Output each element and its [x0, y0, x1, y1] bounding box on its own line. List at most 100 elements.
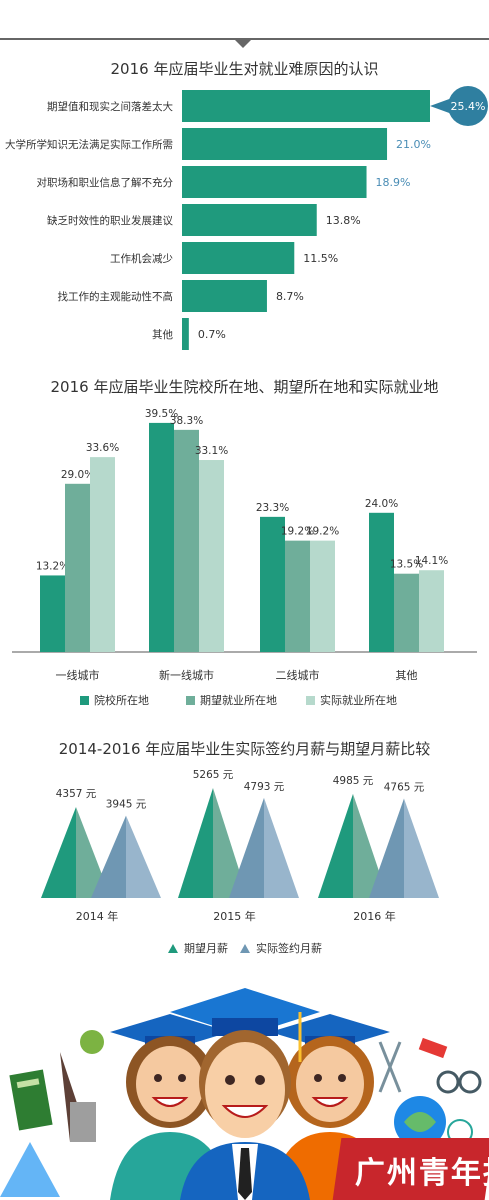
- legend-swatch: [80, 695, 89, 705]
- category-label: 工作机会减少: [110, 252, 173, 265]
- bar: [199, 460, 224, 652]
- legend-label: 期望就业所在地: [200, 694, 277, 707]
- value-label: 21.0%: [396, 138, 431, 151]
- value-label: 33.1%: [195, 445, 228, 457]
- graduates-illustration: [0, 988, 482, 1200]
- category-label: 2014 年: [76, 909, 119, 923]
- category-label: 新一线城市: [159, 668, 214, 682]
- value-label: 4357 元: [56, 788, 97, 800]
- value-label: 11.5%: [303, 252, 338, 265]
- center-smile: [221, 1105, 269, 1118]
- expected-triangle: [41, 806, 76, 898]
- right-smile: [311, 1097, 349, 1107]
- left-eye: [154, 1074, 162, 1082]
- value-label: 13.2%: [36, 560, 69, 572]
- value-label: 19.2%: [306, 526, 339, 538]
- logo-text: 广州青年报: [354, 1156, 489, 1191]
- value-label: 38.3%: [170, 415, 203, 427]
- category-label: 找工作的主观能动性不高: [58, 290, 174, 303]
- book-label: [16, 1078, 40, 1089]
- category-label: 期望值和现实之间落差太大: [47, 100, 173, 113]
- chart2-grouped-bar: 13.2% 29.0% 33.6% 一线城市 39.5%38.3% 33.1% 新一线城市 2…: [12, 408, 477, 682]
- bar: [182, 166, 367, 198]
- category-label: 其他: [152, 328, 173, 341]
- category-label: 大学所学知识无法满足实际工作所需: [5, 138, 173, 151]
- right-eye: [338, 1074, 346, 1082]
- center-eye: [255, 1075, 265, 1085]
- category-label: 2015 年: [213, 909, 256, 923]
- actual-triangle: [369, 798, 404, 898]
- bar: [369, 512, 394, 652]
- eraser-icon: [418, 1037, 448, 1059]
- bar: [182, 90, 430, 122]
- actual-triangle-shade: [126, 815, 161, 898]
- newspaper-logo: 广州青年报: [332, 1138, 489, 1200]
- category-label: 其他: [396, 669, 418, 682]
- value-label: 14.1%: [415, 555, 448, 567]
- bar: [40, 575, 65, 652]
- bar: [310, 540, 335, 652]
- value-label: 8.7%: [276, 290, 304, 303]
- expected-triangle: [178, 788, 213, 898]
- right-eye: [314, 1074, 322, 1082]
- category-label: 二线城市: [276, 668, 320, 682]
- flask-icon: [0, 1142, 60, 1197]
- scissors-icon: [378, 1041, 402, 1093]
- value-label: 39.5%: [145, 408, 178, 420]
- legend-item-expected: 期望就业所在地: [186, 692, 277, 708]
- actual-triangle: [91, 815, 126, 898]
- legend-swatch: [186, 695, 195, 705]
- legend-item-actual-salary: 实际签约月薪: [240, 940, 322, 956]
- bar: [174, 429, 199, 652]
- bar: [182, 204, 317, 236]
- glasses-icon: [436, 1070, 460, 1094]
- bar: [419, 570, 444, 652]
- center-cap-base: [212, 1018, 278, 1036]
- category-label: 缺乏时效性的职业发展建议: [47, 214, 173, 227]
- legend-triangle-icon: [168, 943, 178, 953]
- value-label: 0.7%: [198, 328, 226, 341]
- bar: [90, 457, 115, 652]
- center-face: [205, 1042, 285, 1138]
- globe-land: [404, 1112, 436, 1132]
- value-label: 18.9%: [376, 176, 411, 189]
- bar: [149, 422, 174, 652]
- legend-label: 实际签约月薪: [256, 942, 322, 955]
- legend-label: 院校所在地: [94, 694, 149, 707]
- center-eye: [225, 1075, 235, 1085]
- value-label: 4985 元: [333, 775, 374, 787]
- bar: [285, 540, 310, 652]
- value-label: 3945 元: [106, 799, 147, 811]
- expected-triangle: [318, 793, 353, 898]
- value-label: 4765 元: [384, 781, 425, 793]
- category-label: 对职场和职业信息了解不充分: [37, 176, 174, 189]
- value-label: 33.6%: [86, 442, 119, 454]
- value-label: 13.8%: [326, 214, 361, 227]
- legend-item-expected-salary: 期望月薪: [168, 940, 228, 956]
- bar: [182, 128, 388, 160]
- book-icon: [9, 1069, 53, 1131]
- top-divider-notch: [233, 38, 253, 48]
- left-eye: [178, 1074, 186, 1082]
- left-face: [136, 1046, 204, 1122]
- glasses-icon-right: [458, 1070, 482, 1094]
- chart1-horizontal-bar: 期望值和现实之间落差太大 25.4% 大学所学知识无法满足实际工作所需 21.0% 对职…: [5, 86, 488, 350]
- globe-icon: [80, 1030, 104, 1054]
- bar: [260, 516, 285, 652]
- bar: [182, 318, 189, 350]
- chart3-triangle-chart: 4357 元 3945 元 2014 年 5265 元 4793 元 2015 年 4985…: [41, 769, 439, 923]
- value-label: 29.0%: [61, 469, 94, 481]
- legend-item-campus: 院校所在地: [80, 692, 149, 708]
- chart1-title: 2016 年应届毕业生对就业难原因的认识: [110, 60, 379, 78]
- value-label: 24.0%: [365, 498, 398, 510]
- actual-triangle: [229, 797, 264, 898]
- chart2-title: 2016 年应届毕业生院校所在地、期望所在地和实际就业地: [50, 378, 439, 396]
- value-label: 13.5%: [390, 559, 423, 571]
- bar: [65, 483, 90, 652]
- bar: [182, 242, 295, 274]
- legend-triangle-icon: [240, 943, 250, 953]
- bar: [182, 280, 267, 312]
- chart3-title: 2014-2016 年应届毕业生实际签约月薪与期望月薪比较: [58, 740, 431, 758]
- category-label: 2016 年: [353, 909, 396, 923]
- legend-swatch: [306, 695, 315, 705]
